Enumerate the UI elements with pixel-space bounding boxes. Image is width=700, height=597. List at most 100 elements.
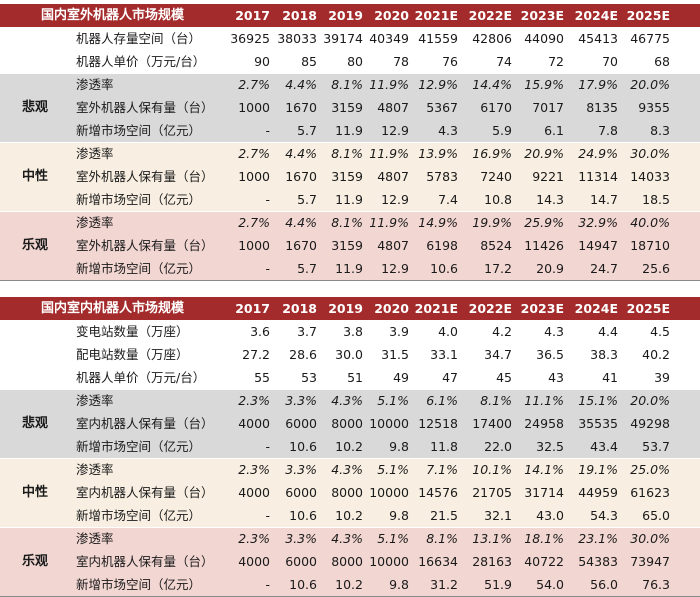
table-cell: 6000 (285, 485, 317, 500)
table-row: 室内机器人保有量（台） 4000 6000 8000 10000 14576 21705 31… (0, 481, 700, 504)
row-label: 室内机器人保有量（台） (76, 485, 214, 500)
scenario-group: 悲观 渗透率 2.3% 3.3% 4.3% 5.1% 6.1% 8.1% 11.1% 15.1% 2… (0, 389, 700, 458)
table-row: 机器人存量空间（台） 36925 38033 39174 40349 41559 42806… (0, 27, 700, 50)
row-label: 机器人单价（万元/台） (76, 370, 206, 385)
year-header: 2017 (235, 301, 270, 316)
table-cell: 11426 (524, 238, 564, 253)
row-label: 室外机器人保有量（台） (76, 169, 214, 184)
table-cell: 49 (393, 370, 409, 385)
table-cell: 76 (442, 54, 458, 69)
table-cell: 24.7 (590, 261, 618, 276)
table-cell: 17.9% (578, 77, 618, 92)
table-cell: 45413 (578, 31, 618, 46)
year-header: 2024E (574, 301, 618, 316)
table-cell: 32.1 (484, 508, 512, 523)
table-cell: 10.6 (289, 508, 317, 523)
table-cell: 30.0% (630, 531, 670, 546)
table-cell: 10.1% (472, 462, 512, 477)
group-separator (0, 527, 700, 528)
table-cell: 51 (347, 370, 363, 385)
group-separator (0, 73, 700, 74)
year-header: 2024E (574, 8, 618, 23)
table-row: 新增市场空间（亿元） - 10.6 10.2 9.8 31.2 51.9 54.0 56.0 76… (0, 573, 700, 596)
scenario-label: 中性 (21, 169, 48, 184)
table-cell: 74 (496, 54, 512, 69)
table-cell: 17400 (472, 416, 512, 431)
table-cell: 13.1% (472, 531, 512, 546)
row-label: 机器人单价（万元/台） (76, 54, 206, 69)
table-cell: 11.9 (335, 123, 363, 138)
table-cell: 8.1% (426, 531, 458, 546)
table-cell: 14.3 (536, 192, 564, 207)
table-cell: 8.3 (650, 123, 670, 138)
table-cell: 9221 (532, 169, 564, 184)
row-label: 新增市场空间（亿元） (76, 192, 202, 207)
table-cell: 8.1% (331, 146, 363, 161)
table-cell: 1670 (285, 169, 317, 184)
table-cell: 40.0% (630, 215, 670, 230)
year-header: 2017 (235, 8, 270, 23)
table-row: 室外机器人保有量（台） 1000 1670 3159 4807 5783 7240 9221 1… (0, 165, 700, 188)
row-label: 新增市场空间（亿元） (76, 577, 202, 592)
table-cell: 10.6 (430, 261, 458, 276)
table-cell: 8524 (480, 238, 512, 253)
table-cell: 11.9% (369, 146, 409, 161)
row-label: 渗透率 (76, 393, 114, 408)
row-label: 渗透率 (76, 215, 114, 230)
table-cell: 38.3 (590, 347, 618, 362)
row-label: 渗透率 (76, 462, 114, 477)
table-cell: 8000 (331, 554, 363, 569)
table-cell: 3.6 (250, 324, 270, 339)
table-cell: 9.8 (389, 508, 409, 523)
table-cell: 19.9% (472, 215, 512, 230)
row-label: 渗透率 (76, 146, 114, 161)
year-header: 2023E (520, 301, 564, 316)
table-cell: 20.9 (536, 261, 564, 276)
scenario-label: 悲观 (21, 416, 48, 431)
table-cell: 19.1% (578, 462, 618, 477)
table-cell: 10.6 (289, 439, 317, 454)
table-cell: - (265, 192, 270, 207)
table-row: 新增市场空间（亿元） - 5.7 11.9 12.9 10.6 17.2 20.9 24.7 25… (0, 257, 700, 280)
table-cell: 5.1% (377, 531, 409, 546)
scenario-label: 乐观 (21, 238, 48, 253)
table-cell: 41559 (418, 31, 458, 46)
table-cell: 3.3% (285, 462, 317, 477)
table-cell: 10.8 (484, 192, 512, 207)
group-separator (0, 458, 700, 459)
table-cell: 5783 (426, 169, 458, 184)
table-cell: 61623 (630, 485, 670, 500)
table-cell: 54.3 (590, 508, 618, 523)
table-cell: 23.1% (578, 531, 618, 546)
table-cell: 9.8 (389, 439, 409, 454)
table-cell: 2.7% (238, 215, 270, 230)
table-cell: 11.8 (430, 439, 458, 454)
table-cell: 5367 (426, 100, 458, 115)
table-cell: 38033 (277, 31, 317, 46)
indoor-table-header: 国内室内机器人市场规模 2017 2018 2019 2020 2021E 2022E 202… (0, 297, 700, 320)
year-header: 2019 (328, 301, 363, 316)
table-cell: 25.0% (630, 462, 670, 477)
table-cell: 4807 (377, 169, 409, 184)
table-cell: 11.9% (369, 77, 409, 92)
table-cell: 10.2 (335, 577, 363, 592)
row-label: 室外机器人保有量（台） (76, 100, 214, 115)
year-header: 2018 (282, 8, 317, 23)
table-cell: 25.6 (642, 261, 670, 276)
table-cell: 28.6 (289, 347, 317, 362)
table-cell: 1000 (238, 238, 270, 253)
table-cell: 53.7 (642, 439, 670, 454)
table-row: 机器人单价（万元/台） 90 85 80 78 76 74 72 70 68 (0, 50, 700, 73)
table-cell: 8000 (331, 416, 363, 431)
row-label: 配电站数量（万座） (76, 347, 189, 362)
table-cell: 10.2 (335, 508, 363, 523)
table-cell: 15.1% (578, 393, 618, 408)
table-cell: - (265, 123, 270, 138)
table-cell: 54.0 (536, 577, 564, 592)
table-cell: 43.4 (590, 439, 618, 454)
table-cell: 34.7 (484, 347, 512, 362)
year-header: 2021E (414, 301, 458, 316)
year-header: 2020 (374, 8, 409, 23)
table-cell: 4.3 (544, 324, 564, 339)
table-cell: 5.1% (377, 393, 409, 408)
